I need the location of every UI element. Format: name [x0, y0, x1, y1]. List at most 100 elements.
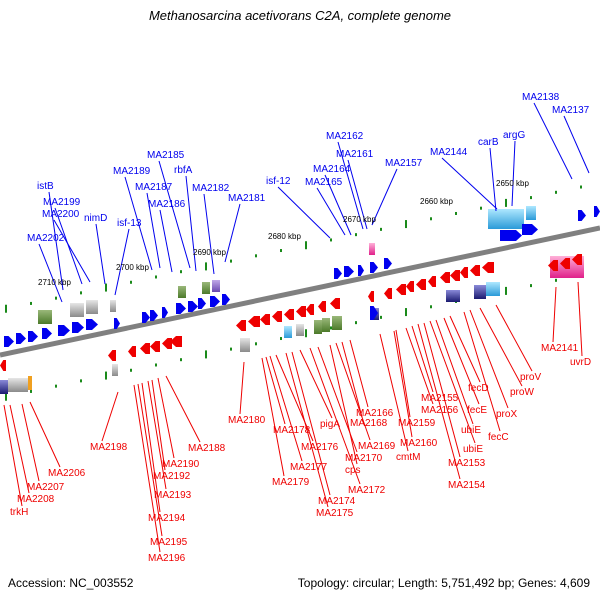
forward-leader-line	[533, 102, 573, 180]
forward-gene-arrow	[500, 230, 522, 241]
reverse-leader-line	[449, 315, 481, 383]
forward-gene-arrow	[358, 265, 364, 276]
reverse-leader-line	[495, 304, 533, 372]
scale-tick	[5, 392, 7, 401]
forward-leader-line	[203, 193, 215, 275]
scale-tick	[530, 196, 532, 200]
forward-leader-line	[316, 187, 346, 236]
reverse-leader-line	[147, 380, 167, 490]
reverse-leader-line	[417, 323, 461, 480]
kbp-label: 2650 kbp	[496, 179, 529, 188]
reverse-leader-line	[341, 341, 363, 418]
feature-block	[0, 380, 8, 394]
reverse-gene-arrow	[440, 272, 450, 283]
scale-tick	[30, 389, 32, 393]
forward-leader-line	[489, 147, 497, 212]
kbp-label: 2680 kbp	[268, 232, 301, 241]
reverse-leader-line	[429, 320, 476, 444]
reverse-leader-line	[275, 354, 314, 442]
scale-tick	[180, 270, 182, 274]
reverse-leader-line	[265, 356, 286, 425]
forward-gene-label: carB	[478, 137, 499, 148]
forward-leader-line	[53, 219, 91, 283]
reverse-gene-arrow	[260, 314, 270, 325]
scale-tick	[480, 206, 482, 210]
forward-gene-arrow	[334, 268, 342, 279]
gene-arrows	[0, 206, 600, 371]
reverse-gene-arrow	[470, 265, 480, 276]
scale-tick	[505, 286, 507, 295]
feature-block	[488, 209, 524, 229]
genome-title: Methanosarcina acetivorans C2A, complete…	[148, 8, 452, 23]
reverse-gene-label: MA2180	[228, 415, 266, 426]
reverse-gene-label: MA2194	[148, 513, 186, 524]
reverse-gene-label: pigA	[320, 419, 340, 430]
scale-tick	[355, 321, 357, 325]
scale-tick	[380, 315, 382, 319]
feature-block	[486, 282, 500, 296]
forward-gene-label: isf-13	[117, 218, 142, 229]
genome-summary-text: Topology: circular; Length: 5,751,492 bp…	[297, 576, 590, 590]
feature-block	[474, 285, 486, 299]
reverse-leader-line	[552, 286, 557, 343]
scale-tick	[105, 283, 107, 292]
forward-leader-line	[563, 115, 590, 174]
reverse-gene-label: ubiE	[461, 425, 481, 436]
scale-tick	[580, 185, 582, 189]
forward-gene-label: istB	[37, 181, 54, 192]
kbp-label: 2690 kbp	[193, 248, 226, 257]
reverse-gene-label: MA2190	[162, 459, 200, 470]
forward-gene-label: MA2181	[228, 193, 266, 204]
forward-leader-line	[324, 174, 352, 236]
reverse-leader-line	[463, 311, 501, 432]
forward-leader-line	[158, 160, 191, 269]
forward-gene-arrow	[58, 325, 70, 336]
kbp-label: 2700 kbp	[116, 263, 149, 272]
reverse-gene-label: MA2192	[153, 471, 191, 482]
forward-gene-label: isf-12	[266, 176, 291, 187]
forward-gene-arrow	[370, 306, 378, 320]
forward-gene-arrow	[114, 318, 120, 329]
reverse-gene-label: MA2175	[316, 508, 354, 519]
reverse-gene-arrow	[236, 320, 246, 331]
feature-block	[446, 290, 460, 302]
reverse-gene-arrow	[330, 298, 340, 309]
reverse-gene-arrow	[108, 350, 116, 361]
feature-block	[202, 282, 210, 294]
forward-leader-line	[441, 157, 498, 210]
reverse-gene-arrow	[406, 281, 414, 292]
forward-leader-line	[511, 140, 516, 207]
reverse-gene-arrow	[150, 341, 160, 352]
scale-tick	[230, 259, 232, 263]
feature-block	[70, 303, 84, 317]
reverse-gene-label: MA2195	[150, 537, 188, 548]
forward-gene-arrow	[86, 319, 98, 330]
reverse-gene-label: MA2169	[358, 441, 396, 452]
forward-leader-line	[114, 228, 130, 296]
forward-leader-line	[54, 207, 83, 285]
forward-leader-line	[185, 175, 197, 272]
reverse-leader-line	[329, 344, 358, 465]
forward-gene-arrow	[16, 333, 26, 344]
reverse-leader-line	[141, 382, 161, 513]
reverse-leader-line	[379, 333, 409, 452]
reverse-gene-arrow	[396, 284, 406, 295]
forward-gene-arrow	[176, 303, 186, 314]
feature-block	[178, 286, 186, 298]
forward-leader-line	[224, 203, 241, 263]
reverse-leader-line	[299, 349, 333, 419]
scale-tick	[205, 350, 207, 359]
genome-backbone	[0, 225, 600, 358]
reverse-leader-line	[423, 322, 461, 458]
scale-tick	[405, 220, 407, 229]
reverse-leader-line	[335, 342, 371, 441]
forward-gene-label: MA2144	[430, 147, 468, 158]
feature-block	[38, 310, 52, 324]
reverse-leader-line	[21, 403, 40, 482]
scale-tick	[355, 233, 357, 237]
reverse-gene-arrow	[284, 309, 294, 320]
reverse-leader-line	[29, 401, 61, 468]
reverse-gene-label: MA2179	[272, 477, 310, 488]
reverse-gene-arrow	[416, 279, 426, 290]
